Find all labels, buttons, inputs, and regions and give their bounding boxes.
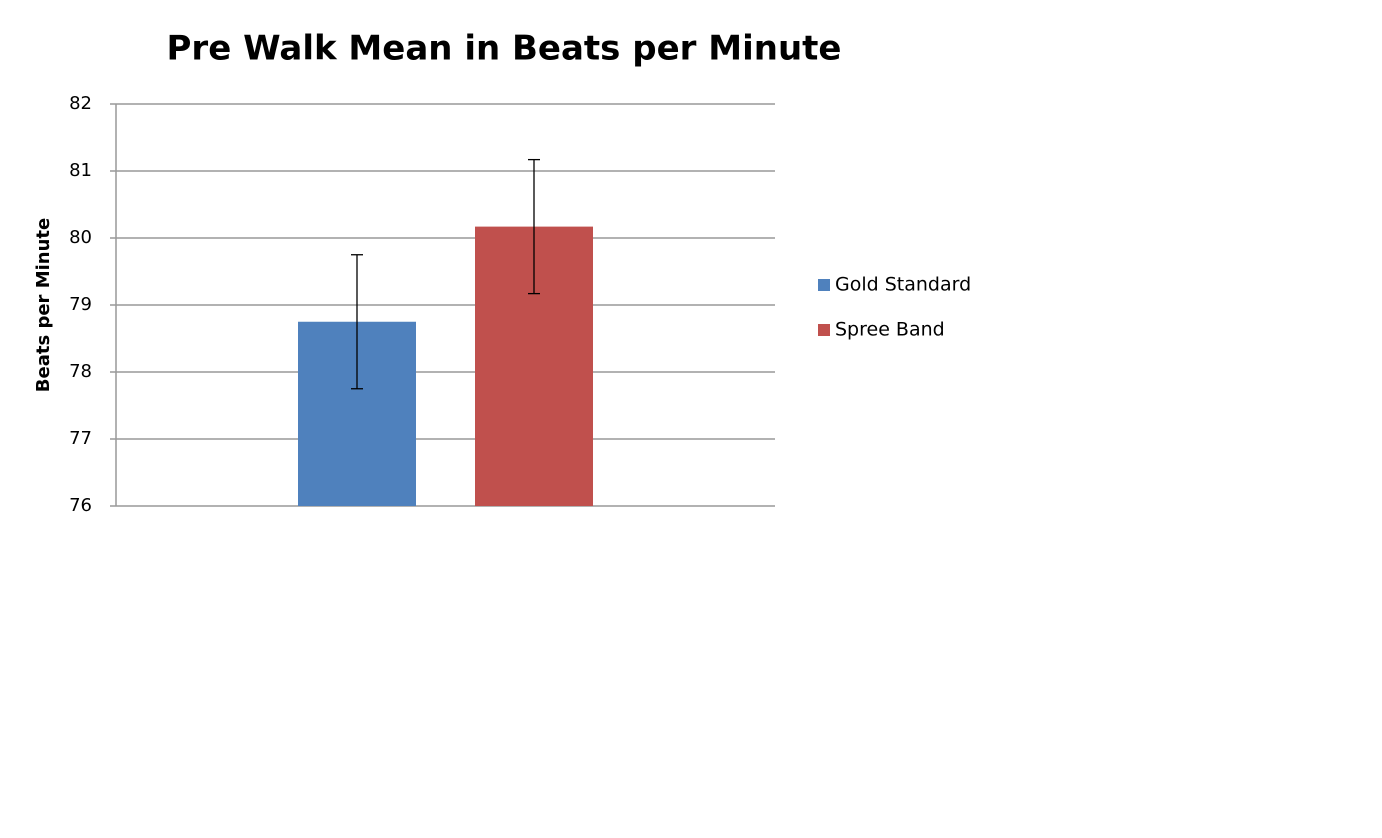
error-bar: [528, 158, 540, 295]
y-tick-label: 81: [69, 160, 92, 181]
y-tick-label: 79: [69, 294, 92, 315]
legend-swatch: [818, 279, 830, 291]
y-tick-label: 80: [69, 227, 92, 248]
y-tick-label: 77: [69, 428, 92, 449]
legend-label: Gold Standard: [835, 274, 971, 296]
y-tick-label: 76: [69, 495, 92, 516]
error-bar: [351, 254, 363, 390]
y-axis-label: Beats per Minute: [33, 218, 54, 392]
legend-swatch: [818, 324, 830, 336]
legend-label: Spree Band: [835, 319, 945, 341]
y-tick-label: 82: [69, 93, 92, 114]
y-tick-label: 78: [69, 361, 92, 382]
chart-title: Pre Walk Mean in Beats per Minute: [167, 29, 842, 69]
